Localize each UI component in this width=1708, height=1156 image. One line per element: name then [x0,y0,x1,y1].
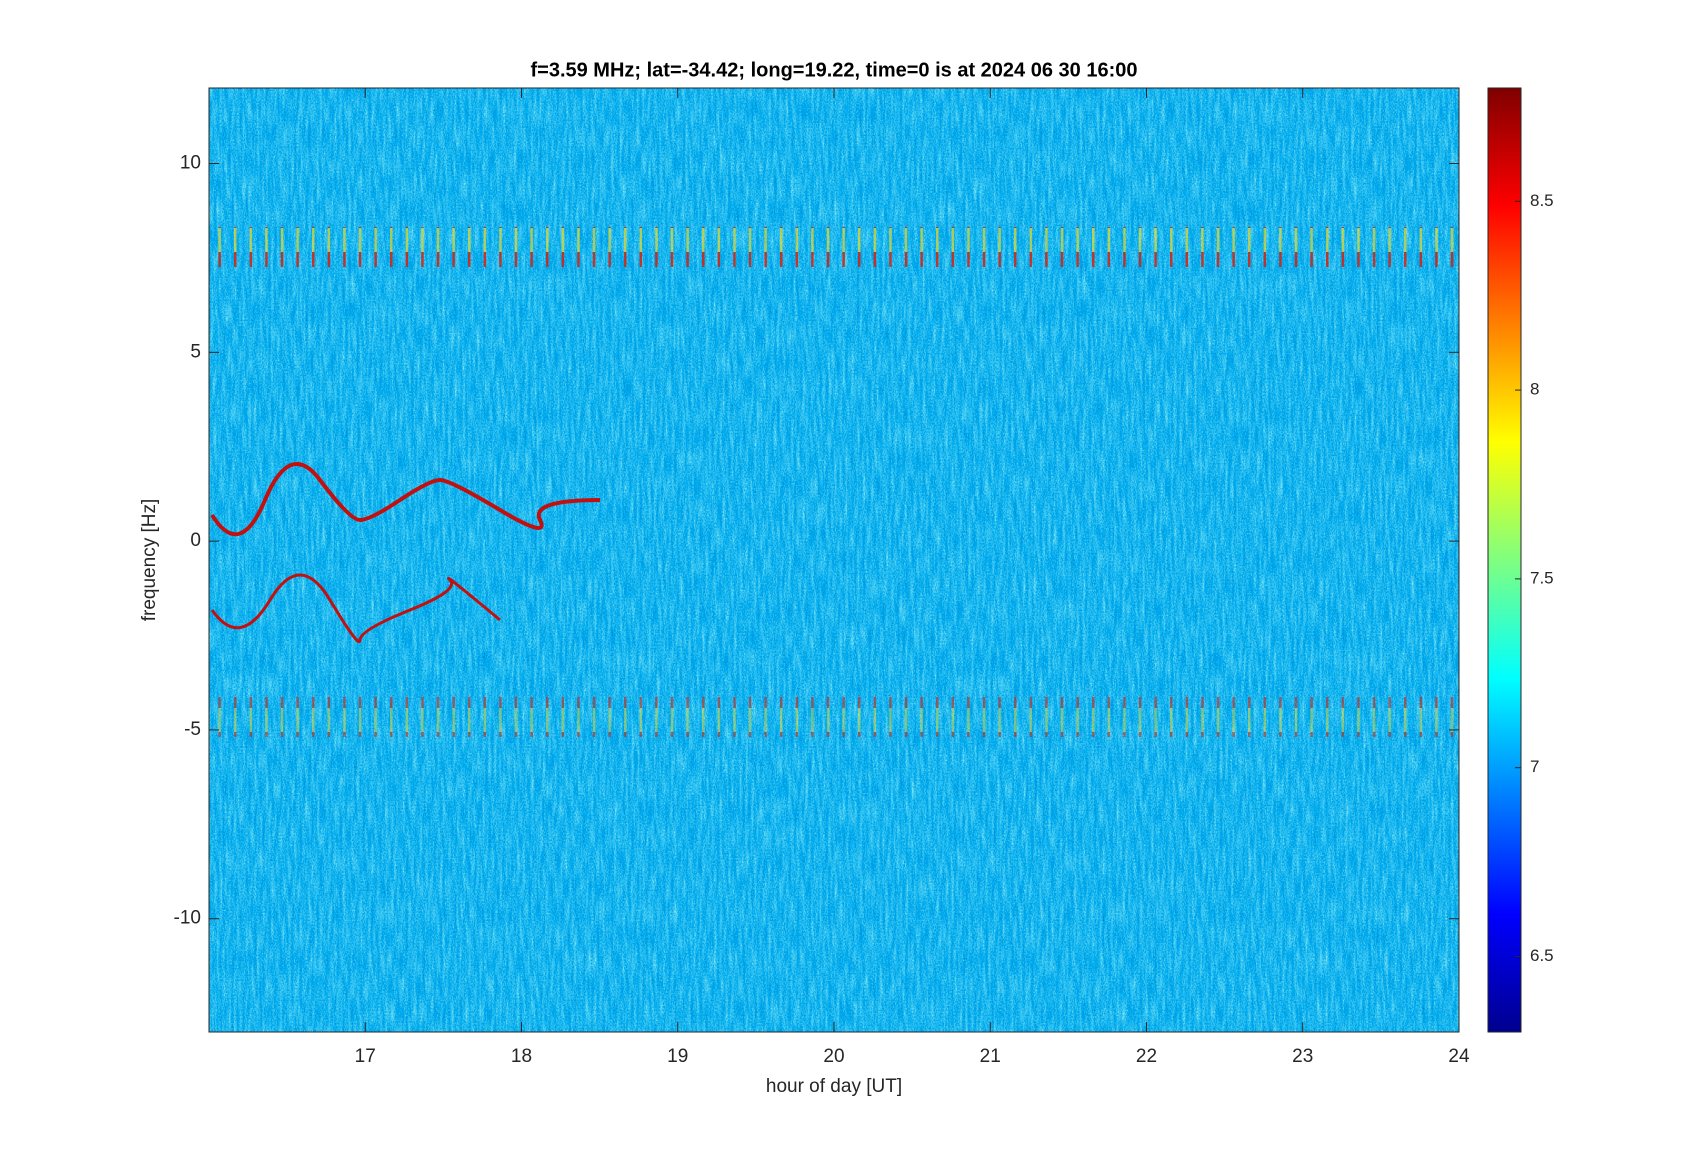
y-tick-label: 5 [190,341,201,362]
y-tick-label: 10 [180,153,201,174]
y-axis-label: frequency [Hz] [139,499,160,622]
x-tick-label: 19 [667,1046,688,1067]
colorbar-tick-label: 7 [1530,757,1539,776]
colorbar-tick-label: 8 [1530,380,1539,399]
x-axis-label: hour of day [UT] [766,1076,902,1097]
x-tick-label: 22 [1136,1046,1157,1067]
colorbar-tick-label: 7.5 [1530,568,1554,587]
y-tick-label: -10 [174,908,201,929]
band [209,227,1459,267]
band [209,697,1459,737]
x-tick-label: 23 [1292,1046,1313,1067]
trace [210,573,501,644]
y-tick-label: -5 [184,719,201,740]
x-tick-label: 18 [511,1046,532,1067]
x-tick-label: 20 [823,1046,844,1067]
y-tick-label: 0 [190,530,201,551]
x-tick-label: 24 [1448,1046,1470,1067]
colorbar-tick-label: 6.5 [1530,946,1554,965]
trace [210,462,601,537]
chart-title: f=3.59 MHz; lat=-34.42; long=19.22, time… [530,59,1137,81]
colorbar [1487,87,1522,1033]
x-tick-label: 21 [980,1046,1001,1067]
x-tick-label: 17 [355,1046,376,1067]
colorbar-tick-label: 8.5 [1530,191,1554,210]
